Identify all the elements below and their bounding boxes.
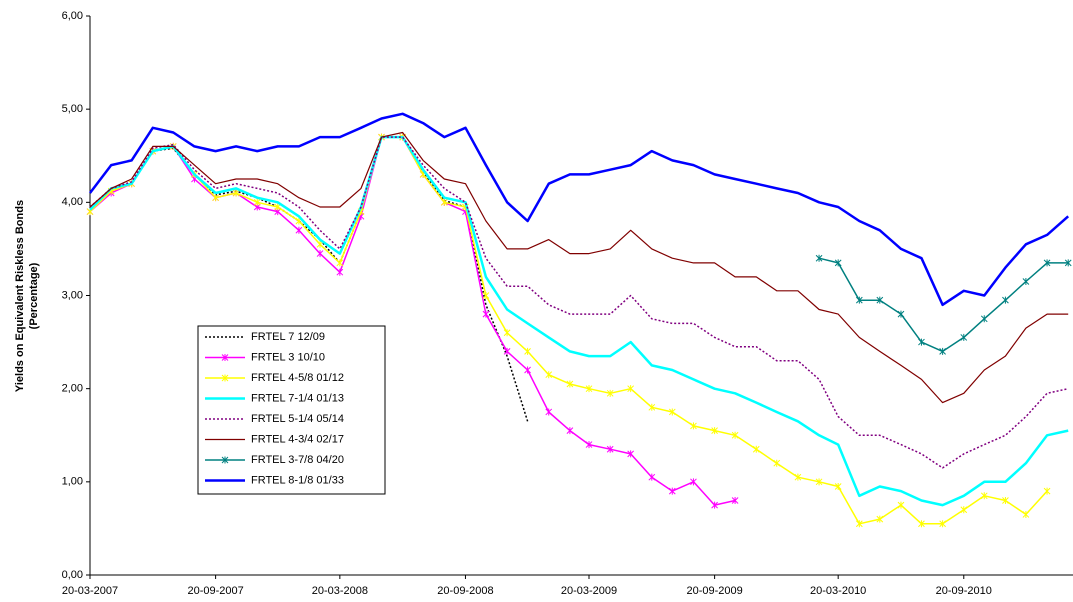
marker [939,520,946,528]
marker [566,380,574,388]
legend-label: FRTEL 7-1/4 01/13 [251,392,344,404]
y-tick-label: 0,00 [62,569,83,581]
marker [336,268,344,276]
x-tick-label: 20-09-2009 [686,585,742,597]
marker [221,456,229,464]
x-tick-label: 20-03-2009 [561,585,617,597]
x-tick-label: 20-09-2010 [936,585,992,597]
y-tick-label: 3,00 [62,289,83,301]
x-tick-label: 20-03-2010 [810,585,866,597]
marker [1064,259,1072,267]
marker [897,501,905,509]
y-tick-label: 1,00 [62,476,83,488]
marker [668,487,676,495]
marker [606,445,614,453]
series-line [89,135,1069,507]
marker [897,310,905,318]
marker [1002,296,1009,304]
marker [1022,510,1030,518]
marker [980,492,988,500]
marker [855,520,863,528]
marker [960,506,968,514]
marker [690,422,697,430]
marker [545,371,553,379]
marker [834,482,842,490]
marker [918,338,925,346]
marker [524,366,531,374]
y-tick-label: 6,00 [62,10,83,22]
x-tick-label: 20-03-2008 [312,585,368,597]
marker [876,296,884,304]
marker [482,310,490,318]
y-tick-label: 5,00 [62,103,83,115]
legend-label: FRTEL 4-5/8 01/12 [251,372,344,384]
marker [253,198,261,206]
legend-label: FRTEL 4-3/4 02/17 [251,433,344,445]
x-tick-label: 20-03-2007 [62,585,118,597]
marker [503,347,511,355]
marker [711,427,718,435]
series-line [89,112,1070,307]
x-tick-label: 20-09-2008 [437,585,493,597]
marker [773,459,781,467]
marker [876,515,884,523]
marker [585,385,593,393]
marker [1022,278,1030,286]
marker [794,473,802,481]
marker [545,408,553,416]
marker [566,427,574,435]
marker [212,194,219,202]
marker [232,189,240,197]
legend-label: FRTEL 3 10/10 [251,351,325,363]
marker [815,254,823,262]
y-axis-title: Yields on Equivalent Riskless Bonds (Per… [14,200,40,392]
marker [503,329,511,337]
marker [627,450,635,458]
marker [855,296,863,304]
legend-label: FRTEL 8-1/8 01/33 [251,474,344,486]
y-tick-label: 4,00 [62,196,83,208]
legend-label: FRTEL 7 12/09 [251,331,325,343]
y-tick-label: 2,00 [62,383,83,395]
legend-label: FRTEL 5-1/4 05/14 [251,413,344,425]
marker [1043,259,1051,267]
marker [918,520,925,528]
marker [731,431,739,439]
marker [524,347,531,355]
marker [939,347,946,355]
marker [627,385,635,393]
legend-label: FRTEL 3-7/8 04/20 [251,454,344,466]
y-label: (Percentage) [28,262,40,329]
marker [585,441,593,449]
marker [711,501,718,509]
marker [668,408,676,416]
marker [834,259,842,267]
marker [221,354,229,361]
marker [960,333,968,341]
series-line [89,136,529,422]
marker [316,250,324,258]
marker [690,478,697,486]
marker [752,445,760,453]
series-line [89,131,1069,404]
marker [482,292,490,299]
marker [336,259,344,267]
marker [815,478,823,486]
y-label: Yields on Equivalent Riskless Bonds [14,200,26,392]
marker [295,226,303,234]
marker [1002,496,1009,504]
marker [1043,487,1051,495]
marker [648,473,656,481]
marker [731,496,739,504]
marker [606,389,614,397]
x-tick-label: 20-09-2007 [187,585,243,597]
marker [221,374,229,382]
marker [440,198,448,206]
marker [980,315,988,323]
marker [648,403,656,411]
legend-box [197,325,386,495]
